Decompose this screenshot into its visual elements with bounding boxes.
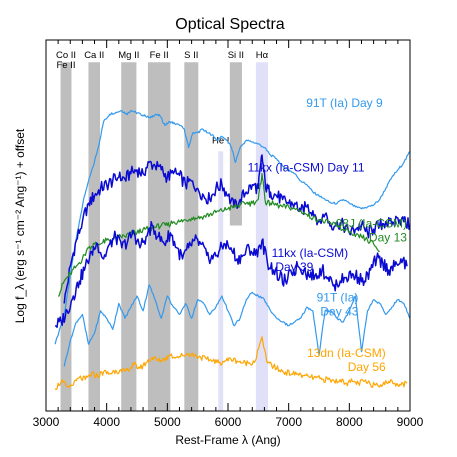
series-line: [54, 336, 408, 391]
series-label: Day 13: [369, 230, 407, 244]
x-tick-label: 7000: [275, 415, 302, 429]
line-band: [60, 62, 72, 411]
x-tick-label: 8000: [336, 415, 363, 429]
band-label: Fe II: [150, 50, 169, 61]
series-line: [63, 284, 411, 367]
series-line: [54, 109, 411, 345]
series-label: 13dn (Ia-CSM): [307, 346, 386, 360]
x-axis-label: Rest-Frame λ (Ang): [175, 433, 280, 447]
line-band: [255, 62, 269, 411]
x-tick-label: 6000: [215, 415, 242, 429]
series-label: 11kx (Ia-CSM): [272, 246, 348, 260]
chart-title: Optical Spectra: [175, 16, 284, 33]
x-tick-label: 5000: [154, 415, 181, 429]
line-band: [184, 62, 199, 411]
x-tick-label: 3000: [33, 415, 60, 429]
series-line: [63, 154, 411, 304]
x-tick-label: 9000: [397, 415, 424, 429]
band-label: Si II: [228, 50, 244, 61]
band-label: Mg II: [118, 50, 139, 61]
x-axis-ticks: 3000 4000 5000 6000 7000 8000 9000: [33, 40, 424, 429]
series-label: Day 56: [348, 360, 386, 374]
series-label: Day 39: [275, 260, 313, 274]
line-band: [88, 62, 100, 411]
spectrum-lines: [54, 109, 411, 391]
series-label: 11kx (Ia-CSM) Day 11: [248, 161, 365, 175]
line-band: [229, 62, 242, 226]
series-line: [54, 220, 408, 328]
series-label: Day 43: [320, 305, 358, 319]
band-label: Hα: [256, 50, 269, 61]
series-label: 91T (Ia) Day 9: [306, 96, 383, 110]
band-label: He I: [212, 135, 229, 146]
series-label: 91T (Ia): [317, 291, 359, 305]
x-tick-label: 4000: [93, 415, 120, 429]
band-label: Fe II: [57, 60, 76, 71]
series-labels: 91T (Ia) Day 9 11kx (Ia-CSM) Day 11 08J (I…: [248, 96, 408, 374]
y-axis-label: Log f_λ (erg s⁻¹ cm⁻² Ang⁻¹) + offset: [13, 128, 27, 323]
band-label: Co II: [56, 50, 76, 61]
line-band: [218, 151, 224, 412]
band-label: Ca II: [84, 50, 104, 61]
band-label: S II: [184, 50, 198, 61]
series-label: 08J (Ia-CSM): [336, 216, 407, 230]
